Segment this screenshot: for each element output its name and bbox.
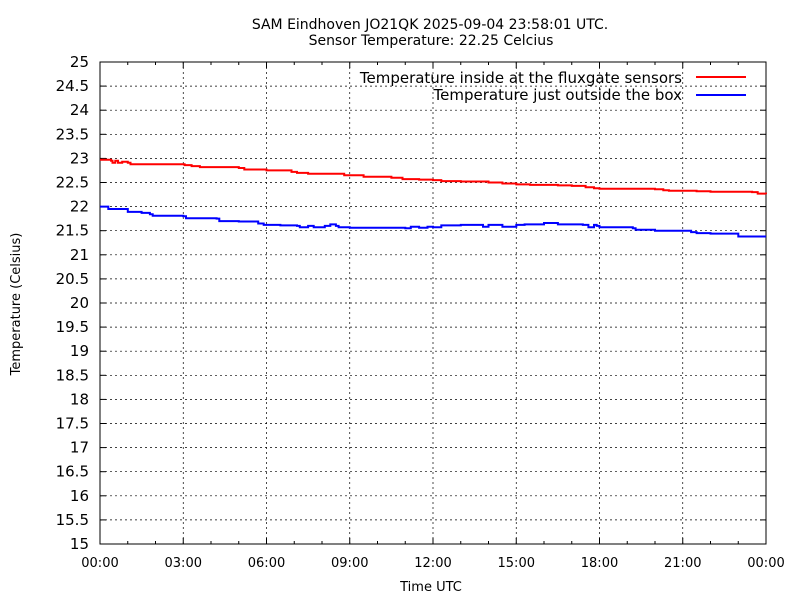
y-tick-label: 20: [70, 294, 89, 312]
y-tick-label: 25: [70, 53, 89, 71]
series-line-inside: [100, 158, 767, 195]
x-tick-label: 12:00: [414, 556, 451, 571]
x-tick-label: 06:00: [248, 556, 285, 571]
x-tick-label: 09:00: [331, 556, 368, 571]
series-lines: [100, 158, 767, 238]
y-tick-label: 23: [70, 149, 89, 167]
y-tick-label: 20.5: [56, 270, 89, 288]
y-tick-label: 21.5: [56, 222, 89, 240]
chart-title: SAM Eindhoven JO21QK 2025-09-04 23:58:01…: [252, 17, 608, 33]
y-tick-label: 18: [70, 390, 89, 408]
y-tick-label: 24.5: [56, 77, 89, 95]
x-tick-label: 18:00: [581, 556, 618, 571]
chart-subtitle: Sensor Temperature: 22.25 Celcius: [309, 33, 554, 49]
y-tick-label: 16.5: [56, 463, 89, 481]
y-tick-label: 19.5: [56, 318, 89, 336]
x-tick-label: 00:00: [81, 556, 118, 571]
y-tick-label: 23.5: [56, 125, 89, 143]
x-tick-label: 03:00: [165, 556, 202, 571]
x-tick-label: 21:00: [664, 556, 701, 571]
legend: Temperature inside at the fluxgate senso…: [359, 69, 746, 104]
y-tick-label: 17.5: [56, 415, 89, 433]
x-tick-label: 15:00: [498, 556, 535, 571]
y-tick-label: 16: [70, 487, 89, 505]
series-line-outside: [100, 205, 766, 238]
x-axis-label: Time UTC: [399, 580, 462, 595]
y-tick-label: 15: [70, 535, 89, 553]
axis-ticks: 15 15.5 16 16.5 17 17.5 18 18.5 19 19.5 20 20.5 21 21…: [56, 53, 785, 571]
legend-label-inside: Temperature inside at the fluxgate senso…: [359, 69, 682, 87]
y-tick-label: 15.5: [56, 511, 89, 529]
y-axis-label: Temperature (Celsius): [9, 233, 24, 377]
y-tick-label: 21: [70, 246, 89, 264]
y-tick-label: 17: [70, 439, 89, 457]
y-tick-label: 19: [70, 342, 89, 360]
x-tick-label: 00:00: [747, 556, 784, 571]
grid: [100, 62, 766, 544]
y-tick-label: 22.5: [56, 174, 89, 192]
y-tick-label: 24: [70, 101, 89, 119]
legend-label-outside: Temperature just outside the box: [433, 86, 683, 104]
y-tick-label: 18.5: [56, 366, 89, 384]
y-tick-label: 22: [70, 198, 89, 216]
